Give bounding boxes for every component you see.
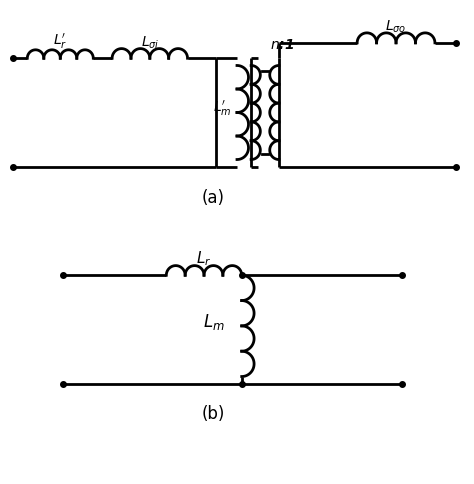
Text: (b): (b) bbox=[202, 404, 225, 422]
Text: $L_m$: $L_m$ bbox=[203, 311, 225, 332]
Text: (a): (a) bbox=[202, 189, 225, 207]
Text: $L_r$: $L_r$ bbox=[196, 248, 212, 267]
Text: $L_m^{\prime}$: $L_m^{\prime}$ bbox=[213, 99, 231, 118]
Text: $L_{\sigma i}$: $L_{\sigma i}$ bbox=[141, 34, 159, 50]
Text: $L_{\sigma o}$: $L_{\sigma o}$ bbox=[385, 19, 407, 35]
Text: $L_r^{\prime}$: $L_r^{\prime}$ bbox=[53, 31, 67, 50]
Text: $n$:1: $n$:1 bbox=[270, 38, 294, 52]
